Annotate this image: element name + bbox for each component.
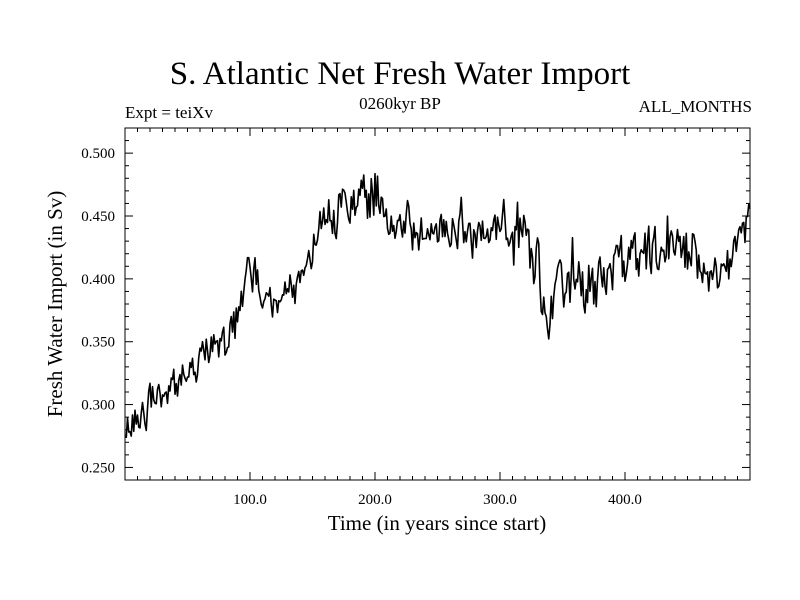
y-tick-label: 0.250 xyxy=(81,460,115,476)
y-tick-label: 0.350 xyxy=(81,335,115,351)
x-axis-label: Time (in years since start) xyxy=(328,511,547,535)
experiment-label: Expt = teiXv xyxy=(125,103,213,122)
y-tick-label: 0.450 xyxy=(81,209,115,225)
series-line-net-fresh-water-import xyxy=(125,172,751,438)
x-tick-label: 400.0 xyxy=(608,492,642,508)
chart-title: S. Atlantic Net Fresh Water Import xyxy=(169,56,631,92)
tick-label-group: 100.0 200.0 300.0 400.0 0.250 0.300 0.350 0.400… xyxy=(81,146,642,508)
x-tick-label: 300.0 xyxy=(483,492,517,508)
y-tick-label: 0.500 xyxy=(81,146,115,162)
months-label: ALL_MONTHS xyxy=(638,97,752,116)
y-tick-label: 0.400 xyxy=(81,272,115,288)
y-tick-label: 0.300 xyxy=(81,398,115,414)
x-tick-label: 200.0 xyxy=(358,492,392,508)
plot-frame xyxy=(124,127,751,481)
x-tick-label: 100.0 xyxy=(233,492,267,508)
chart-subtitle: 0260kyr BP xyxy=(359,94,441,113)
tick-group xyxy=(125,128,750,480)
y-axis-label: Fresh Water Import (in Sv) xyxy=(43,191,67,418)
